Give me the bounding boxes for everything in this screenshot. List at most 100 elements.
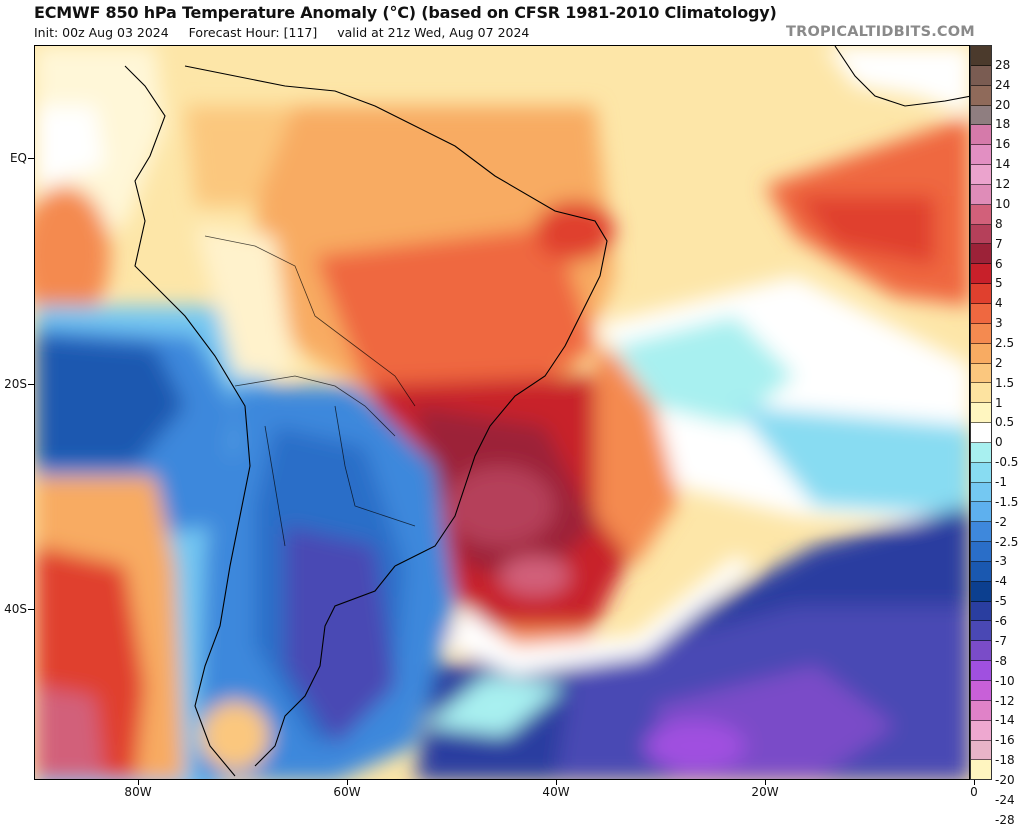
colorbar [970,45,992,780]
colorbar-label: -1.5 [995,494,1019,509]
colorbar-label: -16 [995,733,1015,748]
colorbar-label: 6 [995,256,1003,271]
colorbar-label: 20 [995,97,1011,112]
colorbar-label: -14 [995,713,1015,728]
colorbar-bin [971,264,991,285]
colorbar-label: -2 [995,514,1007,529]
x-axis-label: 80W [124,785,152,799]
colorbar-bin [971,284,991,304]
colorbar-label: 8 [995,216,1003,231]
colorbar-label: -5 [995,594,1007,609]
colorbar-bin [971,542,991,562]
init-time: Init: 00z Aug 03 2024 [34,25,169,40]
x-axis-tick [138,780,139,785]
colorbar-bin [971,423,991,443]
colorbar-label: 12 [995,177,1011,192]
colorbar-bin [971,145,991,166]
colorbar-label: -7 [995,633,1007,648]
x-axis-tick [556,780,557,785]
colorbar-label: 2.5 [995,335,1015,350]
colorbar-bin [971,323,991,344]
x-axis-label: 60W [333,785,361,799]
x-axis-tick [974,780,975,785]
colorbar-labels: 28 24 20 18 16 14 12 10 8 7 6 5 4 3 2.5 2 1.5 1 0.5 0 -0.5 -1… [995,45,1024,827]
colorbar-bin [971,165,991,185]
colorbar-label: 10 [995,196,1011,211]
colorbar-label: 18 [995,117,1011,132]
colorbar-label: -8 [995,653,1007,668]
colorbar-bin [971,244,991,265]
colorbar-label: -3 [995,554,1007,569]
colorbar-bin [971,522,991,543]
colorbar-bin [971,442,991,463]
x-axis-label: 40W [542,785,570,799]
colorbar-bin [971,561,991,582]
forecast-hour: Forecast Hour: [117] [188,25,318,40]
colorbar-bin [971,740,991,761]
x-axis-tick [347,780,348,785]
colorbar-bin [971,581,991,602]
colorbar-label: 7 [995,236,1003,251]
colorbar-bin [971,383,991,404]
colorbar-label: -10 [995,673,1015,688]
colorbar-bin [971,502,991,523]
borders [204,235,416,547]
colorbar-bin [971,363,991,384]
colorbar-label: 0.5 [995,415,1015,430]
colorbar-label: -20 [995,773,1015,787]
colorbar-label: 1.5 [995,375,1015,390]
valid-time: valid at 21z Wed, Aug 07 2024 [337,25,530,40]
colorbar-bin [971,720,991,741]
colorbar-bin [971,681,991,701]
y-axis-label: EQ [9,151,27,165]
colorbar-bin [971,303,991,324]
x-axis-label: 20W [751,785,779,799]
colorbar-bin [971,601,991,622]
watermark: TROPICALTIDBITS.COM [786,24,975,40]
colorbar-bin [971,125,991,146]
colorbar-bin [971,224,991,245]
colorbar-bin [971,343,991,364]
colorbar-bin [971,760,991,780]
colorbar-label: -6 [995,614,1007,629]
colorbar-bin [971,85,991,106]
y-axis-tick [28,158,34,159]
chart-subtitle: Init: 00z Aug 03 2024 Forecast Hour: [11… [34,25,545,40]
colorbar-label: 16 [995,137,1011,152]
colorbar-label: -0.5 [995,455,1019,470]
colorbar-bin [971,204,991,225]
colorbar-label: 2 [995,355,1003,370]
coastlines [124,46,969,777]
colorbar-bin [971,65,991,86]
colorbar-label: 5 [995,276,1003,291]
colorbar-label: -12 [995,693,1015,708]
colorbar-bin [971,184,991,205]
colorbar-label: 1 [995,395,1003,410]
colorbar-bin [971,403,991,424]
colorbar-label: 14 [995,157,1011,172]
colorbar-bin [971,621,991,642]
colorbar-bin [971,641,991,662]
colorbar-label: 28 [995,57,1011,72]
colorbar-label: -4 [995,574,1007,589]
colorbar-bin [971,105,991,126]
colorbar-bin [971,46,991,66]
colorbar-label: -2.5 [995,534,1019,549]
x-axis-tick [765,780,766,785]
y-axis-tick [28,384,34,385]
y-axis-label: 40S [4,602,27,616]
colorbar-bin [971,462,991,483]
colorbar-label: 0 [995,435,1003,450]
y-axis-label: 20S [4,377,27,391]
colorbar-label: 3 [995,316,1003,331]
colorbar-bin [971,482,991,503]
map-field [35,46,969,779]
chart-title: ECMWF 850 hPa Temperature Anomaly (°C) (… [34,3,777,22]
anomaly-map [34,45,970,780]
colorbar-bin [971,661,991,681]
colorbar-label: -1 [995,475,1007,490]
colorbar-label: -28 [995,812,1015,827]
y-axis-tick [28,609,34,610]
colorbar-label: 4 [995,296,1003,311]
colorbar-label: 24 [995,77,1011,92]
